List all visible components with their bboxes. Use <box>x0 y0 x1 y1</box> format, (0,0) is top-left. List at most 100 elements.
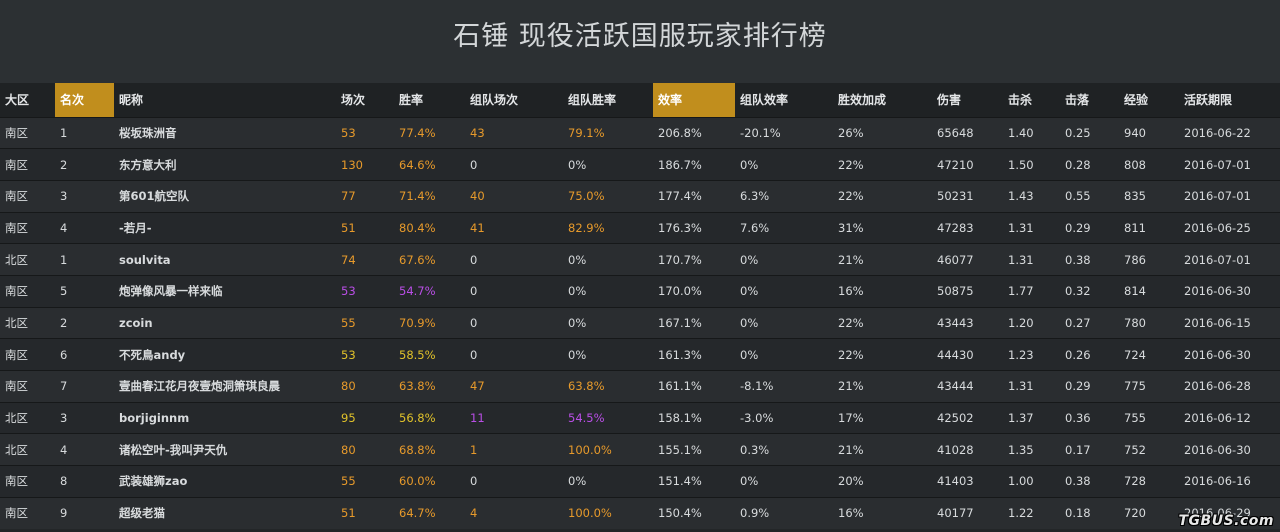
cell-kills: 1.00 <box>1008 474 1034 489</box>
cell-region: 南区 <box>5 474 28 489</box>
cell-rank: 5 <box>60 284 68 299</box>
cell-win-rate: 71.4% <box>399 189 436 204</box>
cell-exp: 728 <box>1124 474 1146 489</box>
cell-efficiency: 186.7% <box>658 157 702 172</box>
cell-efficiency: 151.4% <box>658 474 702 489</box>
cell-kills: 1.22 <box>1008 506 1034 521</box>
cell-damage: 46077 <box>937 252 974 267</box>
cell-exp: 786 <box>1124 252 1146 267</box>
table-row[interactable]: 北区 2 zcoin 55 70.9% 0 0% 167.1% 0% 22% 43443 1.20 0.… <box>0 307 1280 339</box>
header-damage[interactable]: 伤害 <box>937 93 962 108</box>
cell-win-rate: 58.5% <box>399 347 436 362</box>
table-row[interactable]: 南区 6 不死鳥andy 53 58.5% 0 0% 161.3% 0% 22% 44430 1.23… <box>0 338 1280 371</box>
table-row[interactable]: 南区 3 第601航空队 77 71.4% 40 75.0% 177.4% 6.3% 22% 502… <box>0 180 1280 213</box>
cell-win-eff-bonus: 22% <box>838 157 864 172</box>
cell-nickname: 武装雄狮zao <box>119 474 188 489</box>
cell-shot-down: 0.27 <box>1065 315 1091 330</box>
header-region[interactable]: 大区 <box>5 93 30 108</box>
table-row[interactable]: 南区 9 超级老猫 51 64.7% 4 100.0% 150.4% 0.9% 16% 40177 1… <box>0 497 1280 529</box>
header-active-until[interactable]: 活跃期限 <box>1184 93 1233 108</box>
cell-region: 南区 <box>5 157 28 172</box>
header-team-battles[interactable]: 组队场次 <box>470 93 519 108</box>
cell-win-eff-bonus: 17% <box>838 411 864 426</box>
header-win-eff-bonus[interactable]: 胜效加成 <box>838 93 887 108</box>
cell-exp: 720 <box>1124 506 1146 521</box>
cell-win-rate: 68.8% <box>399 442 436 457</box>
cell-team-battles: 1 <box>470 442 478 457</box>
header-win-rate[interactable]: 胜率 <box>399 93 424 108</box>
cell-rank: 6 <box>60 347 68 362</box>
cell-team-efficiency: 0% <box>740 474 759 489</box>
table-row[interactable]: 南区 8 武装雄狮zao 55 60.0% 0 0% 151.4% 0% 20% 41403 1.00… <box>0 465 1280 498</box>
table-row[interactable]: 南区 1 桜坂珠洲音 53 77.4% 43 79.1% 206.8% -20.1% 26% 656… <box>0 117 1280 149</box>
cell-win-rate: 63.8% <box>399 379 436 394</box>
cell-team-battles: 0 <box>470 347 478 362</box>
cell-active-until: 2016-06-25 <box>1184 220 1251 235</box>
cell-battles: 77 <box>341 189 356 204</box>
cell-team-battles: 0 <box>470 474 478 489</box>
cell-nickname: -若月- <box>119 220 152 235</box>
cell-nickname: 壹曲春江花月夜壹炮洞箫琪良晨 <box>119 379 280 394</box>
header-kills[interactable]: 击杀 <box>1008 93 1033 108</box>
cell-win-eff-bonus: 21% <box>838 379 864 394</box>
header-battles[interactable]: 场次 <box>341 93 366 108</box>
cell-region: 南区 <box>5 220 28 235</box>
ranking-table: 大区 名次 昵称 场次 胜率 组队场次 组队胜率 效率 组队效率 胜效加成 伤害 击杀 击落 经验 活跃期限… <box>0 83 1280 529</box>
table-row[interactable]: 北区 3 borjiginnm 95 56.8% 11 54.5% 158.1% -3.0% 17… <box>0 402 1280 434</box>
cell-damage: 44430 <box>937 347 974 362</box>
cell-team-efficiency: 0.9% <box>740 506 770 521</box>
cell-rank: 7 <box>60 379 68 394</box>
cell-team-battles: 41 <box>470 220 485 235</box>
cell-team-battles: 4 <box>470 506 478 521</box>
cell-kills: 1.20 <box>1008 315 1034 330</box>
cell-active-until: 2016-06-15 <box>1184 315 1251 330</box>
cell-team-win-rate: 100.0% <box>568 506 612 521</box>
cell-exp: 808 <box>1124 157 1146 172</box>
cell-team-win-rate: 100.0% <box>568 442 612 457</box>
cell-win-rate: 77.4% <box>399 125 436 140</box>
header-team-efficiency[interactable]: 组队效率 <box>740 93 789 108</box>
cell-team-battles: 43 <box>470 125 485 140</box>
cell-active-until: 2016-06-30 <box>1184 284 1251 299</box>
table-row[interactable]: 北区 4 诸松空叶-我叫尹天仇 80 68.8% 1 100.0% 155.1% 0.3% 21%… <box>0 433 1280 466</box>
cell-active-until: 2016-06-16 <box>1184 474 1251 489</box>
cell-battles: 53 <box>341 125 356 140</box>
cell-team-efficiency: 6.3% <box>740 189 770 204</box>
header-efficiency[interactable]: 效率 <box>653 83 735 117</box>
cell-active-until: 2016-07-01 <box>1184 157 1251 172</box>
header-nickname[interactable]: 昵称 <box>119 93 144 108</box>
table-row[interactable]: 南区 4 -若月- 51 80.4% 41 82.9% 176.3% 7.6% 31% 47283 1… <box>0 212 1280 244</box>
cell-exp: 780 <box>1124 315 1146 330</box>
table-row[interactable]: 南区 5 炮弹像风暴一样来临 53 54.7% 0 0% 170.0% 0% 16% 50875 1.… <box>0 275 1280 308</box>
cell-region: 北区 <box>5 442 28 457</box>
cell-win-rate: 64.6% <box>399 157 436 172</box>
cell-kills: 1.43 <box>1008 189 1034 204</box>
cell-battles: 80 <box>341 442 356 457</box>
cell-win-eff-bonus: 16% <box>838 284 864 299</box>
cell-battles: 130 <box>341 157 363 172</box>
cell-region: 北区 <box>5 315 28 330</box>
cell-efficiency: 155.1% <box>658 442 702 457</box>
header-shot-down[interactable]: 击落 <box>1065 93 1090 108</box>
cell-team-battles: 40 <box>470 189 485 204</box>
cell-team-battles: 0 <box>470 157 478 172</box>
header-rank[interactable]: 名次 <box>55 83 114 117</box>
table-row[interactable]: 北区 1 soulvita 74 67.6% 0 0% 170.7% 0% 21% 46077 1.3… <box>0 243 1280 276</box>
table-row[interactable]: 南区 7 壹曲春江花月夜壹炮洞箫琪良晨 80 63.8% 47 63.8% 161.1% -8.… <box>0 370 1280 403</box>
cell-win-eff-bonus: 20% <box>838 474 864 489</box>
cell-active-until: 2016-06-29 <box>1184 506 1251 521</box>
cell-region: 南区 <box>5 347 28 362</box>
cell-team-win-rate: 0% <box>568 474 587 489</box>
header-exp[interactable]: 经验 <box>1124 93 1149 108</box>
cell-team-win-rate: 63.8% <box>568 379 605 394</box>
table-row[interactable]: 南区 2 东方意大利 130 64.6% 0 0% 186.7% 0% 22% 47210 1.50 0… <box>0 148 1280 181</box>
cell-rank: 1 <box>60 125 68 140</box>
cell-kills: 1.31 <box>1008 379 1034 394</box>
cell-region: 南区 <box>5 125 28 140</box>
cell-win-rate: 54.7% <box>399 284 436 299</box>
cell-battles: 80 <box>341 379 356 394</box>
header-team-win-rate[interactable]: 组队胜率 <box>568 93 617 108</box>
cell-kills: 1.50 <box>1008 157 1034 172</box>
cell-team-efficiency: -8.1% <box>740 379 774 394</box>
cell-efficiency: 176.3% <box>658 220 702 235</box>
